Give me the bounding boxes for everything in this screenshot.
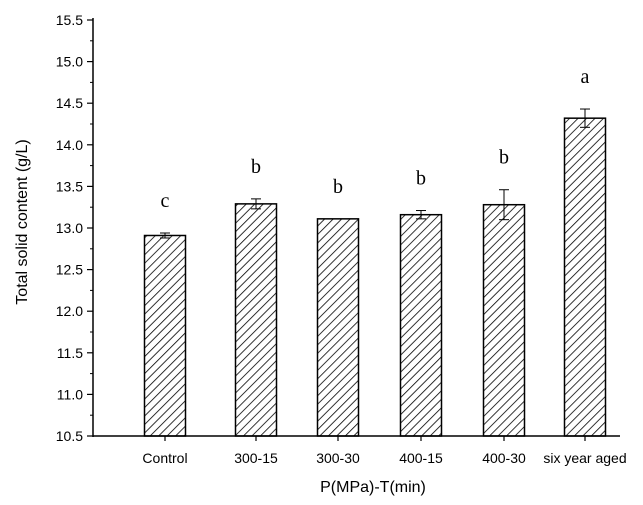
y-tick-label-11: 15.5 bbox=[56, 12, 83, 28]
x-tick-label-4: 400-15 bbox=[399, 450, 443, 466]
significance-letter-1: c bbox=[161, 190, 170, 212]
significance-letters-layer: c b b b b a bbox=[161, 66, 590, 212]
significance-letter-3: b bbox=[333, 176, 343, 198]
ticks-layer: Control 300-15 300-30 400-15 400-30 six year … bbox=[56, 12, 627, 466]
significance-letter-5: b bbox=[499, 147, 509, 169]
bar-4 bbox=[399, 213, 443, 437]
y-tick-label-5: 12.5 bbox=[56, 262, 83, 278]
error-bar-4 bbox=[416, 210, 426, 220]
y-tick-label-10: 15.0 bbox=[56, 54, 83, 70]
bar-6 bbox=[563, 117, 607, 437]
y-tick-label-4: 12.0 bbox=[56, 303, 83, 319]
bars-layer bbox=[143, 117, 607, 437]
x-tick-label-5: 400-30 bbox=[482, 450, 526, 466]
error-bar-5 bbox=[499, 189, 509, 221]
error-bars-layer bbox=[160, 108, 590, 239]
y-tick-label-7: 13.5 bbox=[56, 178, 83, 194]
bar-1 bbox=[143, 234, 187, 437]
significance-letter-4: b bbox=[416, 168, 426, 190]
bar-2 bbox=[234, 203, 278, 437]
y-tick-label-2: 11.0 bbox=[57, 386, 83, 402]
x-axis-title: P(MPa)-T(min) bbox=[320, 479, 426, 496]
y-tick-label-1: 10.5 bbox=[56, 428, 83, 444]
bar-3 bbox=[316, 218, 360, 437]
bar-5 bbox=[482, 203, 526, 437]
y-tick-label-9: 14.5 bbox=[56, 95, 83, 111]
significance-letter-2: b bbox=[251, 156, 261, 178]
y-tick-label-3: 11.5 bbox=[57, 345, 83, 361]
y-axis-title: Total solid content (g/L) bbox=[14, 139, 31, 304]
x-tick-label-6: six year aged bbox=[543, 450, 626, 466]
error-bar-2 bbox=[251, 198, 261, 210]
significance-letter-6: a bbox=[581, 66, 590, 88]
y-tick-label-6: 13.0 bbox=[56, 220, 83, 236]
x-tick-label-2: 300-15 bbox=[234, 450, 278, 466]
error-bar-1 bbox=[160, 232, 170, 239]
x-tick-label-3: 300-30 bbox=[316, 450, 360, 466]
error-bar-6 bbox=[580, 108, 590, 128]
x-tick-label-1: Control bbox=[142, 450, 187, 466]
y-tick-label-8: 14.0 bbox=[56, 137, 83, 153]
